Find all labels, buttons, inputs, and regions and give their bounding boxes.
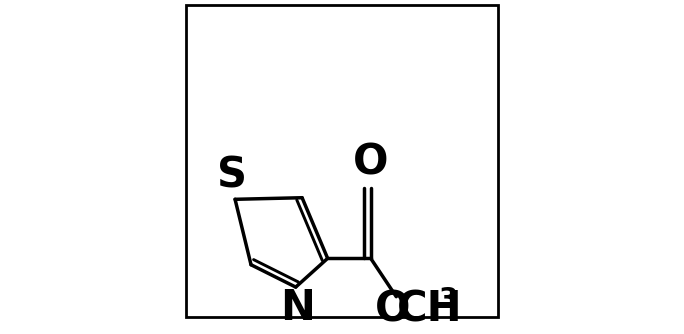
Text: O: O bbox=[376, 289, 411, 330]
Text: CH: CH bbox=[397, 289, 462, 330]
Text: N: N bbox=[280, 287, 315, 329]
Text: O: O bbox=[353, 142, 389, 184]
Text: 3: 3 bbox=[438, 286, 458, 314]
Text: S: S bbox=[217, 154, 247, 196]
